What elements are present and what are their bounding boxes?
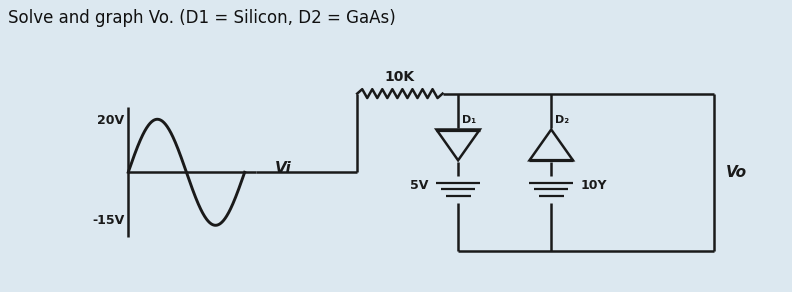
Text: D₂: D₂ [555,115,569,125]
Text: 10K: 10K [385,69,415,84]
Text: Vi: Vi [275,161,291,176]
Text: 5V: 5V [410,180,428,192]
Text: D₁: D₁ [462,115,476,125]
Text: 10Y: 10Y [581,180,607,192]
Text: Vo: Vo [726,165,747,180]
Text: Solve and graph Vo. (D1 = Silicon, D2 = GaAs): Solve and graph Vo. (D1 = Silicon, D2 = … [8,9,396,27]
Text: -15V: -15V [92,214,124,227]
Text: 20V: 20V [97,114,124,127]
